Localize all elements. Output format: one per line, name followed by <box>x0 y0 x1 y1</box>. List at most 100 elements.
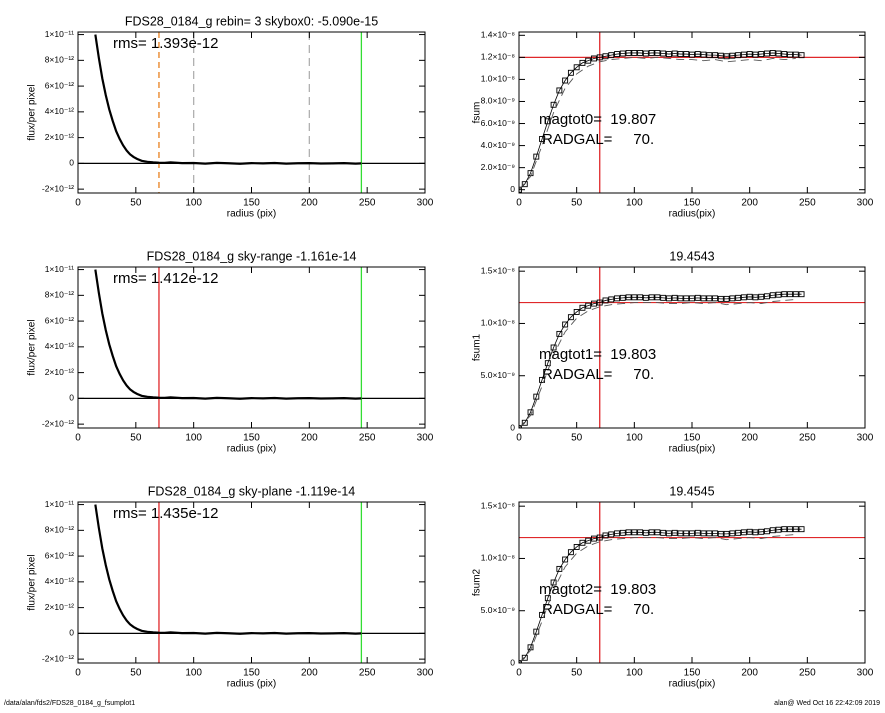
y-tick-label: 4×10⁻¹² <box>45 106 74 116</box>
data-point <box>764 528 770 535</box>
data-point <box>758 51 765 58</box>
annotation: magtot2= 19.803 <box>539 581 656 598</box>
data-point <box>608 296 615 303</box>
data-point <box>544 118 551 125</box>
y-tick-label: 4.0×10⁻⁹ <box>481 140 516 150</box>
chart-title: 19.4543 <box>669 249 714 263</box>
annotation: rms= 1.435e-12 <box>113 505 218 522</box>
data-point <box>567 69 574 76</box>
y-axis-label: fsum <box>472 102 483 124</box>
data-point <box>550 579 557 586</box>
plot-area <box>519 267 865 428</box>
data-point <box>723 530 730 537</box>
data-point <box>752 294 759 301</box>
data-point <box>677 295 684 302</box>
data-point <box>625 50 632 56</box>
y-tick-label: 1.0×10⁻⁸ <box>481 318 516 328</box>
annotation: rms= 1.412e-12 <box>113 270 218 287</box>
data-point <box>735 529 742 536</box>
y-tick-label: 8×10⁻¹² <box>45 525 74 535</box>
data-point <box>654 529 661 536</box>
data-point <box>758 528 765 535</box>
x-tick-label: 150 <box>684 668 701 679</box>
profile-line <box>94 504 362 635</box>
y-tick-label: 0 <box>510 657 515 667</box>
profile-line <box>519 298 796 428</box>
y-tick-label: -2×10⁻¹² <box>42 183 74 193</box>
data-point <box>614 530 620 537</box>
x-tick-label: 50 <box>571 668 583 679</box>
y-tick-label: 1×10⁻¹¹ <box>45 499 74 509</box>
data-point <box>602 297 609 304</box>
y-tick-label: 1.0×10⁻⁸ <box>481 74 516 84</box>
data-point <box>556 565 563 572</box>
data-point <box>787 526 793 533</box>
data-point <box>694 294 701 301</box>
data-point <box>562 77 569 84</box>
y-tick-label: 2×10⁻¹² <box>45 602 74 612</box>
x-tick-label: 200 <box>301 198 318 209</box>
x-axis-label: radius(pix) <box>669 444 716 455</box>
x-axis-label: radius(pix) <box>669 679 716 690</box>
y-tick-label: 1×10⁻¹¹ <box>45 29 74 39</box>
chart-title: FDS28_0184_g sky-plane -1.119e-14 <box>148 484 356 498</box>
data-point <box>625 529 632 536</box>
plot-area <box>519 32 865 193</box>
data-point <box>585 537 592 544</box>
data-point <box>723 53 730 60</box>
y-axis-label: flux/per pixel <box>27 554 38 610</box>
x-tick-label: 200 <box>741 198 758 209</box>
data-point <box>775 50 782 57</box>
data-point <box>787 51 793 58</box>
data-point <box>573 64 580 71</box>
y-tick-label: -2×10⁻¹² <box>42 418 74 428</box>
x-tick-label: 150 <box>243 433 260 444</box>
data-point <box>775 526 782 533</box>
data-point <box>631 50 638 56</box>
y-tick-label: 1.4×10⁻⁸ <box>481 30 516 40</box>
data-point <box>591 535 597 542</box>
annotation: magtot0= 19.807 <box>539 111 656 128</box>
data-point <box>550 101 557 108</box>
data-point <box>781 291 788 298</box>
y-tick-label: 0 <box>69 158 74 168</box>
data-point <box>671 529 678 536</box>
data-point <box>567 549 574 556</box>
data-point <box>637 529 644 536</box>
data-point <box>533 393 540 400</box>
data-point <box>596 299 603 306</box>
data-point <box>746 528 753 535</box>
plot-area <box>78 32 425 193</box>
y-tick-label: 6×10⁻¹² <box>45 550 74 560</box>
y-tick-label: 1.0×10⁻⁸ <box>481 553 516 563</box>
data-point <box>573 544 580 550</box>
data-point <box>683 295 690 302</box>
x-tick-label: 200 <box>741 433 758 444</box>
x-tick-label: 0 <box>516 433 522 444</box>
data-point <box>671 294 678 301</box>
chart-title: 19.4545 <box>669 484 714 498</box>
y-tick-label: 8.0×10⁻⁹ <box>481 96 516 106</box>
data-point <box>764 293 770 300</box>
data-point <box>694 529 701 536</box>
data-point <box>769 292 776 299</box>
data-point <box>608 531 615 538</box>
y-tick-label: 8×10⁻¹² <box>45 55 74 65</box>
data-point <box>665 530 672 537</box>
x-axis-label: radius (pix) <box>227 444 276 455</box>
data-point <box>631 294 638 301</box>
data-point <box>717 530 724 537</box>
x-tick-label: 100 <box>626 668 643 679</box>
data-point <box>671 50 678 57</box>
x-tick-label: 300 <box>417 668 434 679</box>
x-tick-label: 50 <box>571 198 583 209</box>
data-point <box>769 527 776 534</box>
data-point <box>665 295 672 302</box>
data-point <box>660 529 667 536</box>
y-tick-label: 4×10⁻¹² <box>45 576 74 586</box>
data-point <box>700 295 707 302</box>
data-point <box>781 526 788 533</box>
plot-area <box>78 267 425 428</box>
y-tick-label: 2×10⁻¹² <box>45 367 74 377</box>
profile-line <box>94 269 362 400</box>
